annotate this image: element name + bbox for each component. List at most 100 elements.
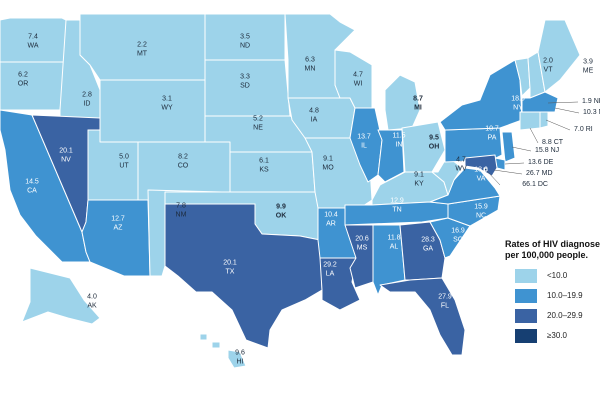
state-value: 8.2 xyxy=(178,153,188,161)
state-label-md: 26.7 MD xyxy=(526,170,553,179)
state-abbr: SC xyxy=(453,236,463,243)
state-value: 12.9 xyxy=(390,197,404,205)
state-label-dc: 66.1 DC xyxy=(522,181,548,190)
state-value: 9.6 xyxy=(235,349,245,357)
state-ct xyxy=(519,111,541,131)
state-value: 20.1 xyxy=(59,147,73,155)
state-abbr: MD xyxy=(541,169,553,177)
state-value: 10.4 xyxy=(324,211,338,219)
state-abbr: IL xyxy=(361,142,367,149)
state-label-mo: 9.1 MO xyxy=(322,156,333,173)
state-label-ak: 4.0 AK xyxy=(87,294,97,311)
state-value: 15.9 xyxy=(474,203,488,211)
state-abbr: NH xyxy=(593,97,600,105)
state-abbr: HI xyxy=(236,358,244,365)
state-label-mi: 8.7 MI xyxy=(413,96,423,113)
state-abbr: MA xyxy=(599,109,600,116)
legend-swatch-bin4 xyxy=(515,329,537,343)
state-label-ok: 9.9 OK xyxy=(276,204,287,221)
state-abbr: SD xyxy=(240,82,250,89)
state-label-ga: 28.3 GA xyxy=(421,237,435,254)
state-abbr: MI xyxy=(414,104,422,111)
state-value: 7.4 xyxy=(28,33,38,41)
state-label-ri: 7.0 RI xyxy=(574,126,593,135)
state-label-il: 13.7 IL xyxy=(357,134,371,151)
state-label-wy: 3.1 WY xyxy=(161,96,172,113)
state-label-me: 3.9 ME xyxy=(583,59,594,76)
state-label-sd: 3.3 SD xyxy=(240,74,250,91)
state-value: 4.8 xyxy=(309,107,319,115)
state-value: 3.1 xyxy=(162,95,172,103)
state-abbr: MN xyxy=(304,65,316,72)
state-value: 10.7 xyxy=(485,125,499,133)
state-label-wi: 4.7 WI xyxy=(353,72,363,89)
state-az xyxy=(81,199,151,277)
state-or xyxy=(0,61,67,111)
state-label-tn: 12.9 TN xyxy=(390,198,404,215)
state-label-va: 13.6 VA xyxy=(474,167,488,184)
state-label-oh: 9.5 OH xyxy=(429,135,440,152)
state-abbr: OR xyxy=(17,80,29,87)
state-value: 6.2 xyxy=(18,71,28,79)
state-abbr: IA xyxy=(310,116,318,123)
state-abbr: NY xyxy=(513,104,523,111)
state-value: 1.9 xyxy=(582,97,592,105)
state-fl xyxy=(379,277,466,356)
state-abbr: LA xyxy=(325,270,335,277)
legend-swatch-bin3 xyxy=(515,309,537,323)
state-abbr: UT xyxy=(119,162,129,169)
state-nj xyxy=(501,131,516,163)
state-label-nv: 20.1 NV xyxy=(59,148,73,165)
state-abbr: MT xyxy=(136,50,148,57)
leader-line xyxy=(545,119,571,131)
state-abbr: RI xyxy=(585,125,593,133)
state-value: 10.3 xyxy=(583,108,597,116)
state-value: 9.9 xyxy=(276,203,286,211)
state-label-vt: 2.0 VT xyxy=(543,58,553,75)
state-abbr: NC xyxy=(475,212,487,219)
state-value: 3.9 xyxy=(583,58,593,66)
state-ks xyxy=(229,151,316,193)
state-value: 29.2 xyxy=(323,261,337,269)
legend-label-bin2: 10.0–19.9 xyxy=(547,291,583,300)
state-abbr: WV xyxy=(455,165,467,172)
leader-line xyxy=(529,127,539,144)
state-mi xyxy=(384,74,421,131)
state-label-la: 29.2 LA xyxy=(323,262,337,279)
state-value: 16.9 xyxy=(451,227,465,235)
state-abbr: AR xyxy=(326,220,336,227)
state-label-nd: 3.5 ND xyxy=(240,34,250,51)
legend-label-bin1: <10.0 xyxy=(547,271,568,280)
state-label-co: 8.2 CO xyxy=(178,154,189,171)
leader-line xyxy=(493,169,523,175)
state-abbr: AZ xyxy=(113,224,123,231)
state-value: 28.3 xyxy=(421,236,435,244)
state-value: 13.6 xyxy=(474,166,488,174)
state-abbr: WI xyxy=(353,80,363,87)
state-ak xyxy=(21,267,101,325)
state-value: 3.3 xyxy=(240,73,250,81)
state-value: 27.9 xyxy=(438,293,452,301)
state-label-mt: 2.2 MT xyxy=(137,42,147,59)
state-value: 15.8 xyxy=(535,146,549,154)
state-label-nh: 1.9NH xyxy=(582,98,600,107)
state-label-ky: 9.1 KY xyxy=(414,172,424,189)
state-value: 6.1 xyxy=(259,157,269,165)
state-label-az: 12.7 AZ xyxy=(111,216,125,233)
state-value: 11.8 xyxy=(387,234,401,242)
state-abbr: DE xyxy=(543,158,554,166)
state-wy xyxy=(99,79,206,143)
state-label-mn: 6.3 MN xyxy=(305,57,316,74)
state-label-hi: 9.6 HI xyxy=(235,350,245,367)
state-abbr: GA xyxy=(422,245,434,252)
state-abbr: CA xyxy=(27,187,37,194)
state-value: 11.5 xyxy=(392,132,406,140)
state-label-nj: 15.8 NJ xyxy=(535,147,559,156)
legend-swatch-bin1 xyxy=(515,269,537,283)
state-me xyxy=(537,19,581,93)
state-abbr: MO xyxy=(322,164,334,171)
state-label-ct: 8.8 CT xyxy=(542,139,563,148)
state-value: 12.7 xyxy=(111,215,125,223)
state-abbr: OK xyxy=(275,212,287,219)
state-label-nc: 15.9 NC xyxy=(474,204,488,221)
